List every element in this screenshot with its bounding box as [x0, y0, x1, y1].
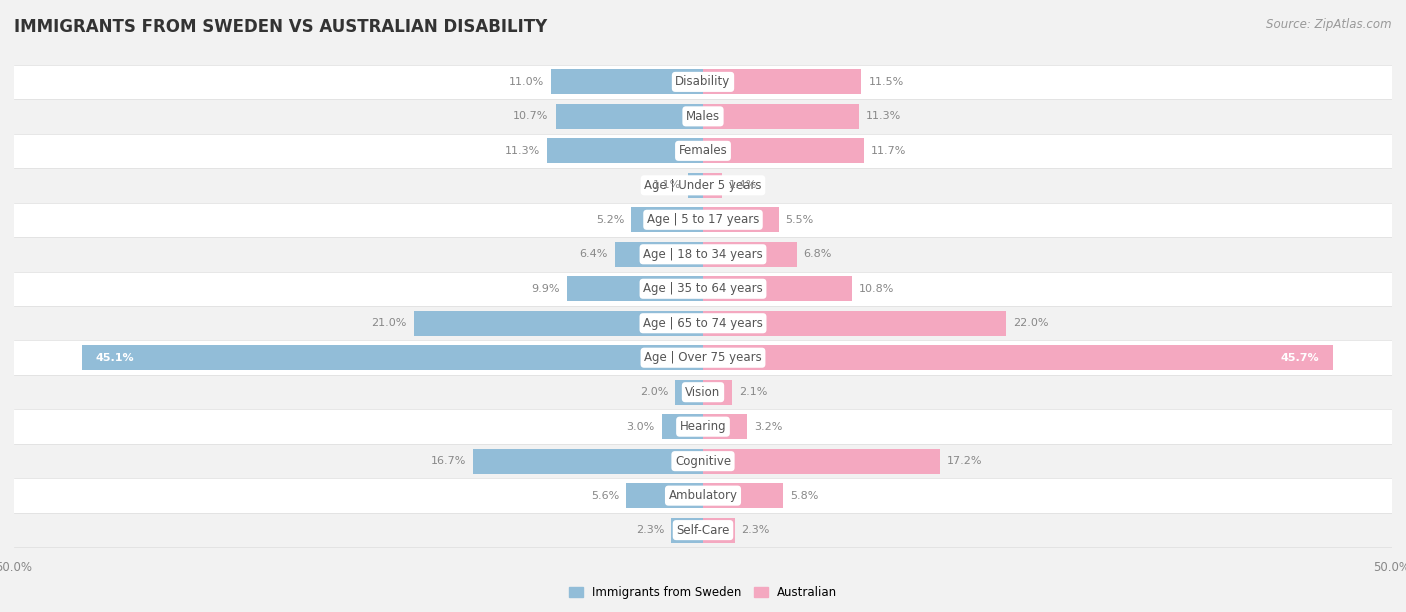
Text: Females: Females — [679, 144, 727, 157]
Text: Cognitive: Cognitive — [675, 455, 731, 468]
Bar — [82, 345, 703, 370]
Bar — [555, 104, 703, 129]
Text: Hearing: Hearing — [679, 420, 727, 433]
Bar — [688, 173, 703, 198]
Bar — [703, 518, 735, 542]
Text: Age | Over 75 years: Age | Over 75 years — [644, 351, 762, 364]
Bar — [675, 380, 703, 405]
Bar — [703, 173, 723, 198]
Text: Source: ZipAtlas.com: Source: ZipAtlas.com — [1267, 18, 1392, 31]
Bar — [14, 203, 1392, 237]
Bar — [703, 414, 747, 439]
Text: Ambulatory: Ambulatory — [668, 489, 738, 502]
Bar — [567, 277, 703, 301]
Text: 5.6%: 5.6% — [591, 491, 619, 501]
Text: 1.1%: 1.1% — [652, 181, 681, 190]
Text: 10.7%: 10.7% — [513, 111, 548, 121]
Bar — [472, 449, 703, 474]
Bar — [14, 444, 1392, 479]
Bar — [671, 518, 703, 542]
Text: 21.0%: 21.0% — [371, 318, 406, 328]
Text: Disability: Disability — [675, 75, 731, 88]
Bar — [662, 414, 703, 439]
Text: 22.0%: 22.0% — [1012, 318, 1049, 328]
Text: 5.8%: 5.8% — [790, 491, 818, 501]
Bar — [14, 375, 1392, 409]
Legend: Immigrants from Sweden, Australian: Immigrants from Sweden, Australian — [564, 581, 842, 603]
Bar — [631, 207, 703, 232]
Bar — [14, 237, 1392, 272]
Bar — [14, 479, 1392, 513]
Text: Males: Males — [686, 110, 720, 123]
Bar — [14, 99, 1392, 133]
Text: 11.0%: 11.0% — [509, 77, 544, 87]
Bar — [547, 138, 703, 163]
Bar — [14, 513, 1392, 547]
Text: 2.1%: 2.1% — [738, 387, 768, 397]
Bar — [703, 345, 1333, 370]
Text: 11.7%: 11.7% — [872, 146, 907, 156]
Text: 11.3%: 11.3% — [505, 146, 540, 156]
Text: 2.0%: 2.0% — [640, 387, 669, 397]
Text: 5.5%: 5.5% — [786, 215, 814, 225]
Bar — [703, 380, 733, 405]
Text: 1.4%: 1.4% — [730, 181, 758, 190]
Text: 11.3%: 11.3% — [866, 111, 901, 121]
Bar — [14, 65, 1392, 99]
Text: 6.4%: 6.4% — [579, 249, 607, 259]
Text: 10.8%: 10.8% — [859, 284, 894, 294]
Text: IMMIGRANTS FROM SWEDEN VS AUSTRALIAN DISABILITY: IMMIGRANTS FROM SWEDEN VS AUSTRALIAN DIS… — [14, 18, 547, 36]
Bar — [703, 449, 941, 474]
Text: Age | Under 5 years: Age | Under 5 years — [644, 179, 762, 192]
Bar — [14, 133, 1392, 168]
Text: 45.1%: 45.1% — [96, 353, 134, 363]
Text: 6.8%: 6.8% — [804, 249, 832, 259]
Bar — [14, 306, 1392, 340]
Bar — [703, 242, 797, 267]
Text: 45.7%: 45.7% — [1281, 353, 1319, 363]
Bar — [703, 277, 852, 301]
Bar — [413, 311, 703, 335]
Bar — [626, 483, 703, 508]
Bar — [703, 483, 783, 508]
Text: Age | 65 to 74 years: Age | 65 to 74 years — [643, 317, 763, 330]
Text: 17.2%: 17.2% — [946, 456, 983, 466]
Bar — [703, 311, 1007, 335]
Text: 5.2%: 5.2% — [596, 215, 624, 225]
Text: 16.7%: 16.7% — [430, 456, 465, 466]
Text: 2.3%: 2.3% — [636, 525, 665, 535]
Text: Self-Care: Self-Care — [676, 524, 730, 537]
Bar — [703, 70, 862, 94]
Bar — [703, 104, 859, 129]
Text: Age | 18 to 34 years: Age | 18 to 34 years — [643, 248, 763, 261]
Text: 3.2%: 3.2% — [754, 422, 782, 431]
Bar — [14, 340, 1392, 375]
Text: Age | 35 to 64 years: Age | 35 to 64 years — [643, 282, 763, 295]
Text: 9.9%: 9.9% — [531, 284, 560, 294]
Text: 11.5%: 11.5% — [869, 77, 904, 87]
Bar — [14, 272, 1392, 306]
Bar — [14, 409, 1392, 444]
Text: 2.3%: 2.3% — [741, 525, 770, 535]
Bar — [551, 70, 703, 94]
Bar — [14, 168, 1392, 203]
Text: Vision: Vision — [685, 386, 721, 398]
Text: 3.0%: 3.0% — [627, 422, 655, 431]
Bar — [703, 207, 779, 232]
Bar — [703, 138, 865, 163]
Bar — [614, 242, 703, 267]
Text: Age | 5 to 17 years: Age | 5 to 17 years — [647, 214, 759, 226]
